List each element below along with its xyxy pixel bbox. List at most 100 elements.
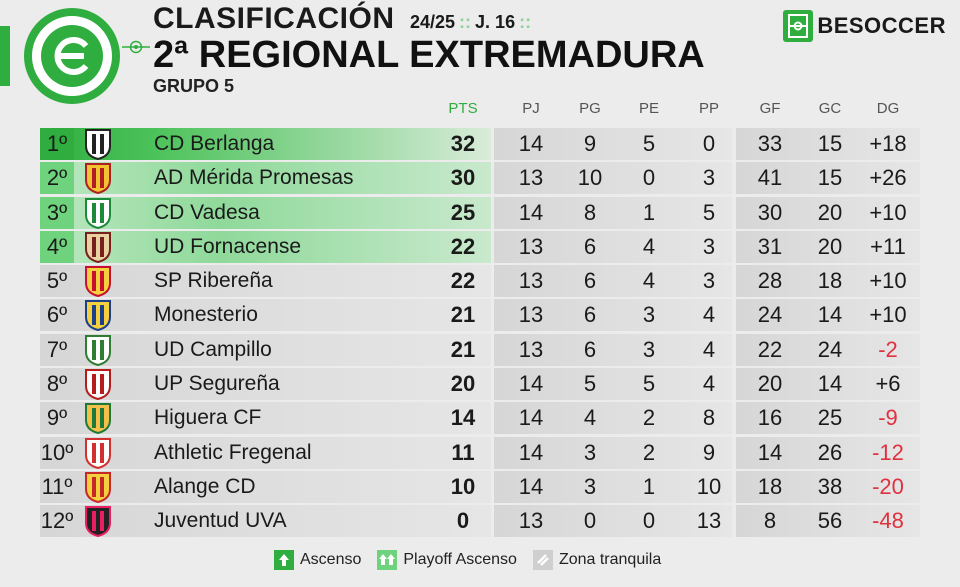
stat-gf: 14 <box>757 439 783 465</box>
row-background <box>736 470 920 503</box>
row-background <box>40 333 491 366</box>
stat-pe: 2 <box>642 405 656 431</box>
stat-gc: 15 <box>817 131 843 156</box>
stat-gf: 20 <box>757 371 783 397</box>
table-row[interactable]: 2º AD Mérida Promesas 30 13 10 0 3 41 15 +26 <box>40 161 920 195</box>
stat-pts: 21 <box>450 302 476 328</box>
team-name[interactable]: UD Fornacense <box>154 234 302 258</box>
team-name[interactable]: AD Mérida Promesas <box>154 166 354 190</box>
stat-gc: 20 <box>817 199 843 225</box>
row-background <box>494 162 732 195</box>
position-label: 5º <box>46 268 68 294</box>
stat-pe: 3 <box>642 336 656 362</box>
group-label: GRUPO 5 <box>153 76 235 96</box>
row-background <box>494 368 732 401</box>
row-background <box>40 162 491 195</box>
stat-pj: 13 <box>518 165 544 191</box>
table-row[interactable]: 7º UD Campillo 21 13 6 3 4 22 24 -2 <box>40 333 920 367</box>
season-label: 24/25 <box>410 12 456 32</box>
team-name[interactable]: Alange CD <box>154 474 256 498</box>
legend-label: Playoff Ascenso <box>403 551 517 568</box>
stat-pg: 6 <box>583 233 597 259</box>
table-row[interactable]: 6º Monesterio 21 13 6 3 4 24 14 +10 <box>40 298 920 332</box>
team-name[interactable]: Monesterio <box>154 303 258 327</box>
stat-gf: 28 <box>757 268 783 294</box>
row-background <box>736 128 920 160</box>
stat-gf: 8 <box>763 508 777 534</box>
table-row[interactable]: 4º UD Fornacense 22 13 6 4 3 31 20 +11 <box>40 230 920 264</box>
column-header-pts: PTS <box>448 100 478 117</box>
stat-pg: 6 <box>583 302 597 328</box>
stat-dg: -2 <box>878 336 898 362</box>
row-background <box>494 265 732 298</box>
team-crest-icon <box>76 368 120 401</box>
team-name[interactable]: UD Campillo <box>154 337 272 361</box>
table-row[interactable]: 9º Higuera CF 14 14 4 2 8 16 25 -9 <box>40 401 920 435</box>
row-background <box>494 470 732 503</box>
team-name[interactable]: UP Segureña <box>154 372 280 396</box>
row-background <box>736 333 920 366</box>
row-background <box>494 230 732 263</box>
stat-gf: 30 <box>757 199 783 225</box>
stat-gc: 15 <box>817 165 843 191</box>
row-background <box>736 162 920 195</box>
stat-pp: 9 <box>702 439 716 465</box>
stat-gc: 38 <box>817 473 843 499</box>
stat-pj: 13 <box>518 233 544 259</box>
position-label: 4º <box>40 230 74 263</box>
position-label: 1º <box>40 128 74 160</box>
stat-dg: -12 <box>872 439 904 465</box>
team-name[interactable]: CD Vadesa <box>154 200 260 224</box>
team-crest-icon <box>76 437 120 469</box>
column-header-pg: PG <box>579 100 601 117</box>
team-crest-icon <box>76 299 120 332</box>
stat-pts: 22 <box>450 268 476 294</box>
column-header-pj: PJ <box>522 100 540 117</box>
brand-logo[interactable]: BESOCCER <box>783 10 946 42</box>
legend-item-ascenso: Ascenso <box>274 550 361 570</box>
competition-logo <box>24 8 120 104</box>
stat-pe: 3 <box>642 302 656 328</box>
stat-pg: 8 <box>583 199 597 225</box>
stat-pg: 9 <box>583 131 597 156</box>
table-row[interactable]: 12º Juventud UVA 0 13 0 0 13 8 56 -48 <box>40 504 920 538</box>
team-name[interactable]: Higuera CF <box>154 406 262 430</box>
table-row[interactable]: 10º Athletic Fregenal 11 14 3 2 9 14 26 -12 <box>40 436 920 470</box>
table-row[interactable]: 5º SP Ribereña 22 13 6 4 3 28 18 +10 <box>40 264 920 298</box>
team-name[interactable]: Juventud UVA <box>154 509 287 533</box>
team-name[interactable]: SP Ribereña <box>154 269 273 293</box>
separator: :: <box>459 12 472 32</box>
table-row[interactable]: 1º CD Berlanga 32 14 9 5 0 33 15 +18 <box>40 127 920 161</box>
season-info: 24/25:: J. 16:: <box>410 12 535 33</box>
stat-pj: 14 <box>518 131 544 156</box>
legend-item-playoff: Playoff Ascenso <box>377 550 517 570</box>
stat-dg: +18 <box>869 131 907 156</box>
team-name[interactable]: Athletic Fregenal <box>154 440 312 464</box>
column-header-pe: PE <box>638 100 659 117</box>
row-background <box>736 196 920 229</box>
team-name[interactable]: CD Berlanga <box>154 132 275 155</box>
stat-gf: 31 <box>757 233 783 259</box>
row-background <box>40 299 491 332</box>
left-accent-stripe <box>0 26 10 86</box>
table-row[interactable]: 11º Alange CD 10 14 3 1 10 18 38 -20 <box>40 470 920 504</box>
position-label: 9º <box>46 405 68 431</box>
column-header-gf: GF <box>759 100 781 117</box>
legend: Ascenso Playoff Ascenso Zona tranquila <box>274 550 661 570</box>
team-crest-icon <box>76 471 120 503</box>
row-background <box>40 505 491 538</box>
stat-pe: 5 <box>642 131 656 156</box>
row-background <box>40 128 491 160</box>
row-background <box>736 368 920 401</box>
stat-pts: 25 <box>450 199 476 225</box>
legend-label: Zona tranquila <box>558 551 662 568</box>
stat-pp: 0 <box>702 131 716 156</box>
team-crest-icon <box>76 231 120 263</box>
table-row[interactable]: 3º CD Vadesa 25 14 8 1 5 30 20 +10 <box>40 196 920 230</box>
position-label: 2º <box>40 162 74 195</box>
column-header-gc: GC <box>818 100 842 117</box>
stat-gc: 20 <box>817 233 843 259</box>
matchday-label: J. 16 <box>475 12 516 32</box>
table-row[interactable]: 8º UP Segureña 20 14 5 5 4 20 14 +6 <box>40 367 920 401</box>
stat-pp: 3 <box>702 233 716 259</box>
